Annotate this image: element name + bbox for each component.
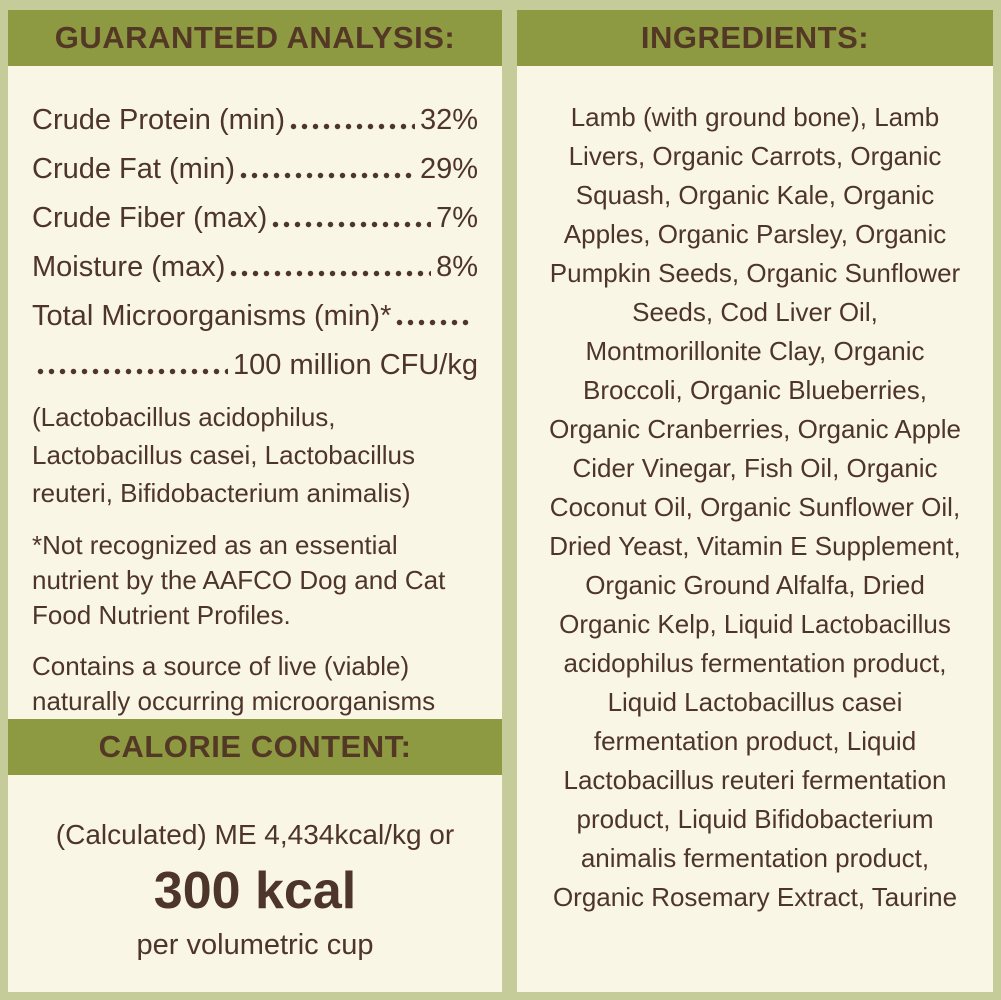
dot-leader [290, 123, 415, 130]
analysis-label: Total Microorganisms (min)* [32, 300, 392, 332]
analysis-row-moisture: Moisture (max) 8% [32, 251, 478, 284]
analysis-label: Crude Protein (min) [32, 104, 286, 136]
analysis-value: 7% [436, 202, 478, 234]
left-column: GUARANTEED ANALYSIS: Crude Protein (min)… [8, 10, 502, 992]
analysis-label: Crude Fat (min) [32, 153, 236, 185]
dot-leader [272, 221, 432, 228]
calorie-content-panel: (Calculated) ME 4,434kcal/kg or 300 kcal… [8, 775, 502, 992]
analysis-value: 32% [419, 104, 478, 136]
analysis-value: 8% [436, 251, 478, 283]
analysis-row-crude-fiber: Crude Fiber (max) 7% [32, 202, 478, 235]
analysis-row-cfu: 100 million CFU/kg [32, 349, 478, 382]
probiotics-note: (Lactobacillus acidophilus, Lactobacillu… [32, 402, 415, 508]
calorie-calculated-line: (Calculated) ME 4,434kcal/kg or [55, 819, 455, 850]
live-microorganisms-note: Contains a source of live (viable) natur… [32, 651, 436, 716]
dot-leader [396, 319, 473, 326]
dot-leader [230, 270, 432, 277]
ingredients-panel: Lamb (with ground bone), Lamb Livers, Or… [517, 66, 993, 992]
dot-leader [37, 368, 229, 375]
analysis-value: 29% [419, 153, 478, 185]
analysis-row-crude-protein: Crude Protein (min) 32% [32, 104, 478, 137]
guaranteed-analysis-title: GUARANTEED ANALYSIS: [54, 20, 456, 55]
analysis-row-crude-fat: Crude Fat (min) 29% [32, 153, 478, 186]
calorie-kcal-value: 300 kcal [153, 862, 357, 920]
calorie-content-title: CALORIE CONTENT: [98, 729, 412, 764]
calorie-content-header: CALORIE CONTENT: [8, 719, 502, 775]
aafco-footnote: *Not recognized as an essential nutrient… [32, 530, 446, 630]
analysis-label: Moisture (max) [32, 251, 226, 283]
right-column: INGREDIENTS: Lamb (with ground bone), La… [517, 10, 993, 992]
analysis-value: 100 million CFU/kg [233, 349, 478, 381]
guaranteed-analysis-panel: Crude Protein (min) 32% Crude Fat (min) … [8, 66, 502, 719]
calorie-per-cup-line: per volumetric cup [136, 929, 374, 961]
guaranteed-analysis-header: GUARANTEED ANALYSIS: [8, 10, 502, 66]
ingredients-header: INGREDIENTS: [517, 10, 993, 66]
analysis-row-total-microorganisms: Total Microorganisms (min)* [32, 300, 478, 333]
ingredients-list: Lamb (with ground bone), Lamb Livers, Or… [549, 102, 961, 912]
ingredients-title: INGREDIENTS: [640, 20, 870, 55]
analysis-label: Crude Fiber (max) [32, 202, 268, 234]
dot-leader [240, 172, 415, 179]
